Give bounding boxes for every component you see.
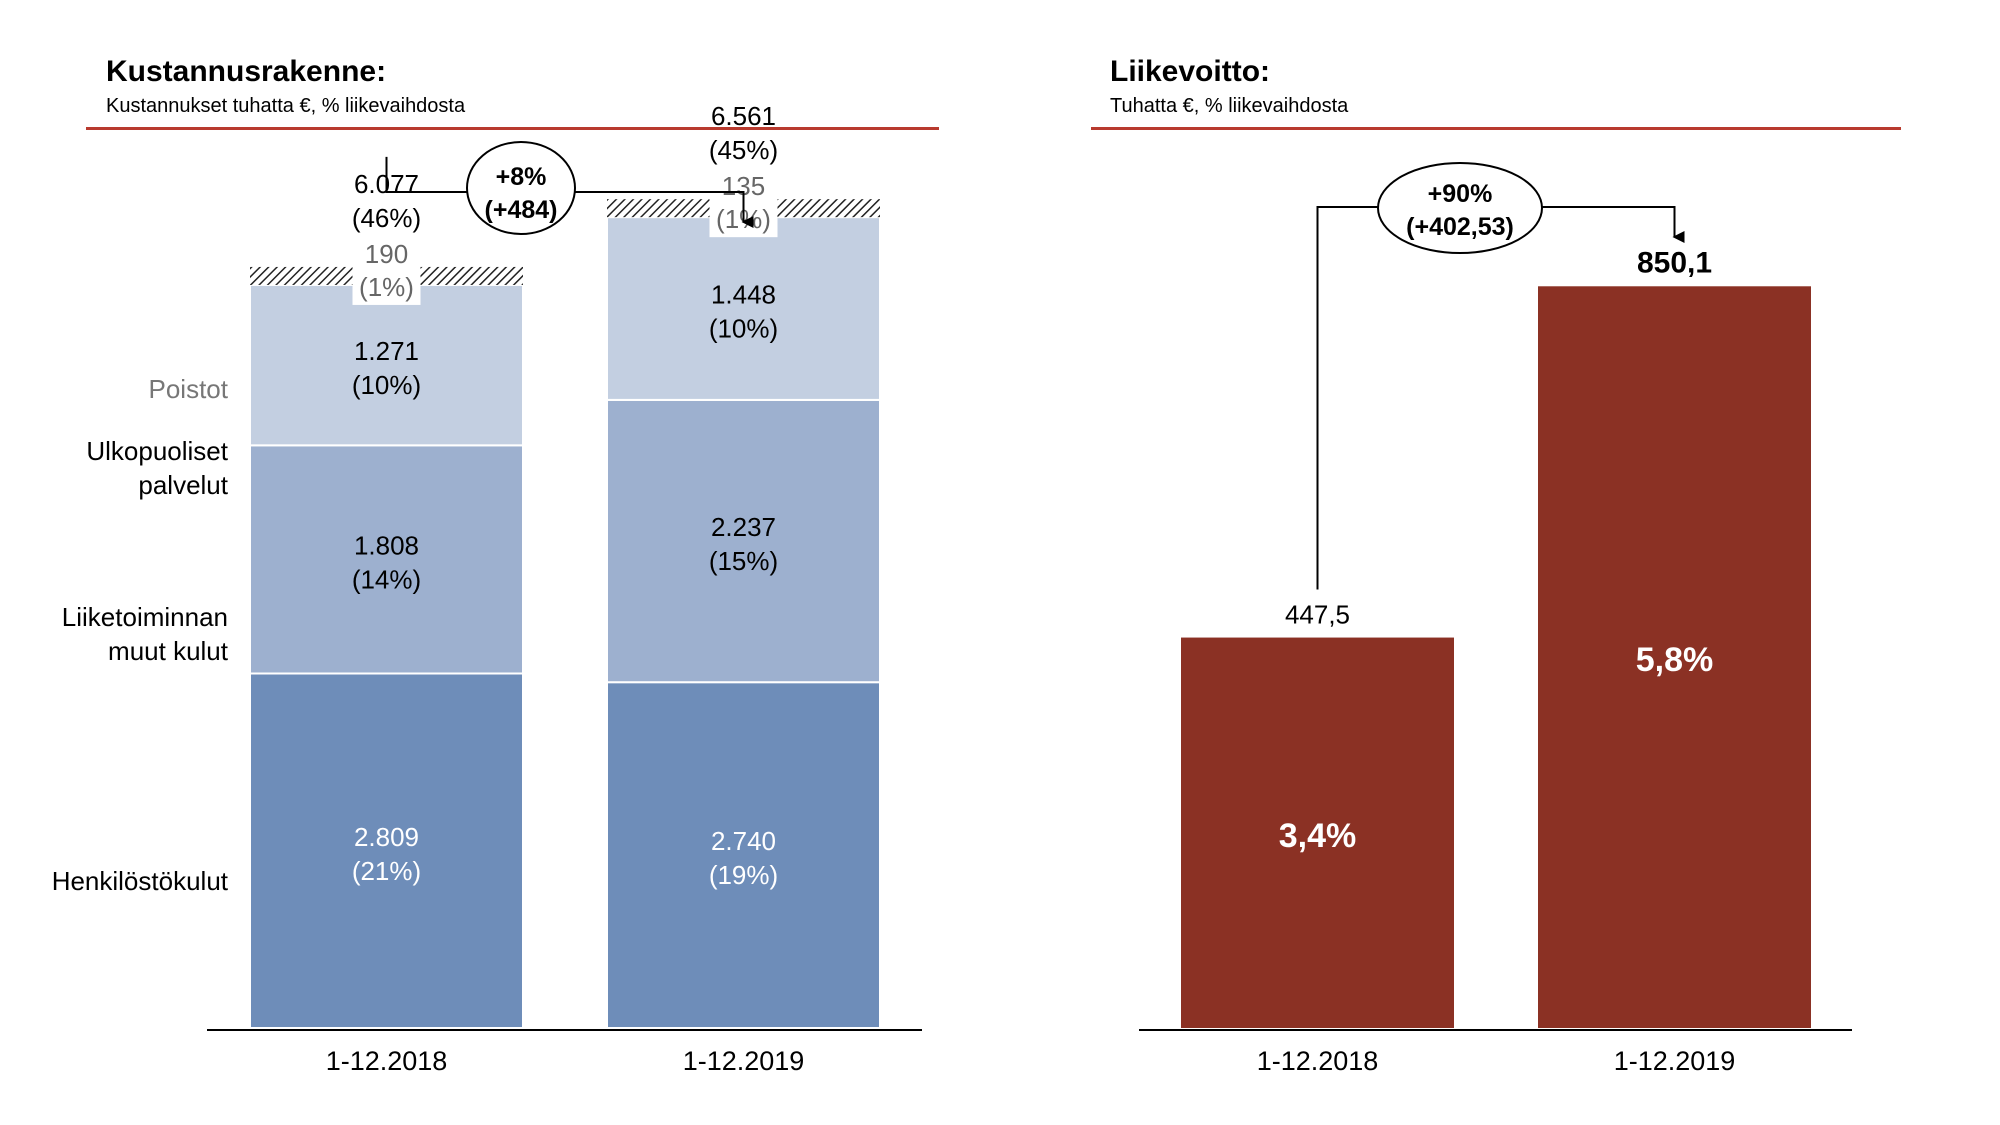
operating-profit-chart: 3,4% 447,5 5,8% 850,1 1-12.2018 1-12.2019 +90%… [1139, 162, 1852, 1076]
bar-pct-label: (21%) [352, 856, 421, 886]
profit-value-label: 850,1 [1637, 246, 1712, 279]
bar-3-1 [249, 283, 524, 447]
x-tick-label: 1-12.2018 [1257, 1046, 1379, 1076]
profit-pct-label: 5,8% [1636, 641, 1714, 679]
operating-profit-rule [1091, 127, 1901, 130]
depreciation-label-bg [352, 236, 421, 305]
change-ellipse [466, 141, 576, 235]
change-pct-label: +90% [1428, 180, 1493, 208]
row-label-liiketoiminnan: Liiketoiminnan [62, 602, 228, 632]
bar-1-2 [606, 681, 881, 1029]
row-label-henkilostokulut: Henkilöstökulut [52, 866, 229, 896]
total-value-label: 6.561 [711, 101, 776, 131]
cost-structure-chart: 2.809 (21%) 1.808 (14%) 1.271 (10%) 190(1%) 2.7… [52, 101, 922, 1076]
bar-value-label: 2.237 [711, 512, 776, 542]
change-ellipse [1377, 162, 1543, 254]
bar-value-label: 2.809 [354, 822, 419, 852]
profit-bar-2 [1538, 286, 1811, 1029]
change-abs-label: (+484) [485, 196, 558, 224]
change-abs-label: (+402,53) [1406, 213, 1514, 241]
total-pct-label: (46%) [352, 203, 421, 233]
profit-bar-1 [1181, 637, 1454, 1028]
cost-structure-rule [86, 127, 939, 130]
depreciation-value-label: 190 [365, 239, 408, 269]
bar-pct-label: (19%) [709, 860, 778, 890]
row-label-muut-kulut: muut kulut [108, 636, 229, 666]
bar-3-2 [606, 216, 881, 401]
change-pct-label: +8% [496, 163, 547, 191]
bar-2-2 [606, 398, 881, 684]
operating-profit-subtitle: Tuhatta €, % liikevaihdosta [1110, 95, 1349, 117]
x-tick-label: 1-12.2019 [1614, 1046, 1736, 1076]
bar-pct-label: (15%) [709, 546, 778, 576]
bar-2-1 [249, 444, 524, 675]
profit-value-label: 447,5 [1285, 600, 1350, 630]
bar-pct-label: (10%) [352, 370, 421, 400]
row-label-palvelut: palvelut [138, 470, 228, 500]
bar-pct-label: (10%) [709, 314, 778, 344]
depreciation-pct-label: (1%) [359, 272, 414, 302]
x-tick-label: 1-12.2019 [683, 1046, 805, 1076]
operating-profit-title: Liikevoitto: [1110, 55, 1271, 88]
row-label-poistot: Poistot [149, 374, 229, 404]
x-tick-label: 1-12.2018 [326, 1046, 448, 1076]
profit-pct-label: 3,4% [1279, 817, 1357, 855]
cost-structure-subtitle: Kustannukset tuhatta €, % liikevaihdosta [106, 95, 466, 117]
row-label-ulkopuoliset: Ulkopuoliset [86, 436, 228, 466]
bar-value-label: 2.740 [711, 826, 776, 856]
bar-value-label: 1.271 [354, 336, 419, 366]
bar-value-label: 1.808 [354, 530, 419, 560]
total-pct-label: (45%) [709, 135, 778, 165]
cost-structure-title: Kustannusrakenne: [106, 55, 387, 88]
bar-value-label: 1.448 [711, 280, 776, 310]
bar-pct-label: (14%) [352, 564, 421, 594]
